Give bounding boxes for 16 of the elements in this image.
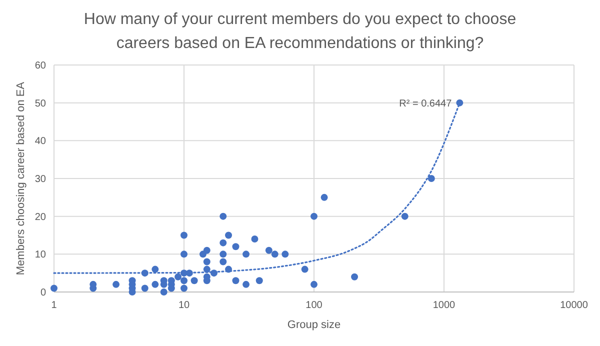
y-tick-label: 40 <box>34 136 46 148</box>
x-tick-label: 1 <box>51 300 58 311</box>
x-tick-label: 10 <box>178 300 190 311</box>
y-tick-label: 60 <box>34 60 46 72</box>
y-tick-label: 50 <box>34 98 46 110</box>
chart-title: How many of your current members do you expect to choose careers based on EA recommendations or thinking? <box>84 11 516 52</box>
x-axis-title: Group size <box>287 319 341 331</box>
y-tick-label: 20 <box>34 212 46 223</box>
y-axis-title: Members choosing career based on EA <box>15 81 27 276</box>
y-tick-label: 0 <box>40 288 46 298</box>
x-tick-label: 10000 <box>560 300 588 311</box>
y-tick-label: 30 <box>34 174 46 185</box>
x-tick-label: 100 <box>306 300 323 311</box>
y-tick-label: 10 <box>34 250 46 261</box>
annotation: R² = 0.6447 <box>399 98 452 110</box>
x-tick-label: 1000 <box>432 300 456 311</box>
